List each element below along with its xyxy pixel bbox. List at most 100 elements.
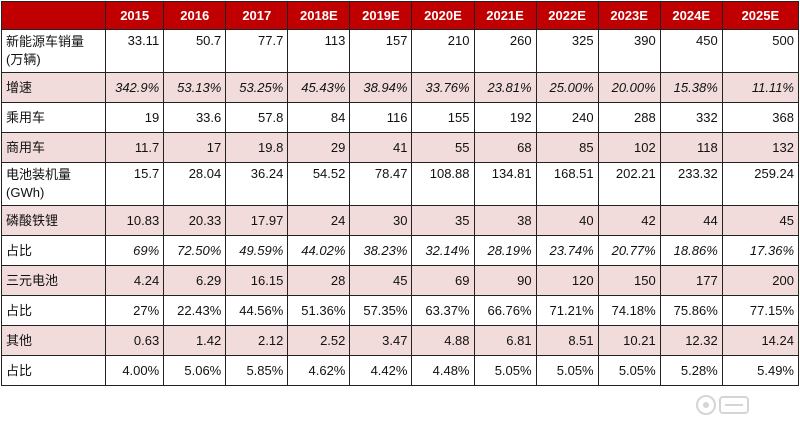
table-cell: 38.23%	[349, 235, 413, 266]
table-cell: 20.00%	[597, 72, 661, 103]
table-cell: 450	[659, 29, 723, 73]
row-label-line: 其他	[6, 332, 33, 348]
row-label-line: 新能源车销量	[6, 34, 85, 49]
row-label: 商用车	[0, 132, 107, 163]
table-cell: 132	[721, 132, 800, 163]
table-cell: 90	[473, 265, 537, 296]
table-cell: 15.7	[105, 162, 165, 206]
table-cell: 4.48%	[411, 355, 475, 386]
table-cell: 6.81	[473, 325, 537, 356]
row-label: 占比	[0, 295, 107, 326]
row-label: 其他	[0, 325, 107, 356]
table-cell: 77.15%	[721, 295, 800, 326]
table-cell: 5.05%	[473, 355, 537, 386]
table-row: 乘用车 19 33.6 57.8 84 116 155 192 240 288 332 368	[0, 102, 800, 133]
header-year: 2022E	[535, 1, 599, 30]
row-label-line: 增速	[6, 79, 33, 95]
table-cell: 0.63	[105, 325, 165, 356]
table-cell: 33.6	[163, 102, 227, 133]
table-cell: 150	[597, 265, 661, 296]
table-cell: 5.49%	[721, 355, 800, 386]
table-cell: 69%	[105, 235, 165, 266]
table-cell: 55	[411, 132, 475, 163]
table-cell: 259.24	[721, 162, 800, 206]
header-year: 2023E	[597, 1, 661, 30]
table-cell: 4.24	[105, 265, 165, 296]
table-cell: 78.47	[349, 162, 413, 206]
row-label-line: 占比	[6, 242, 33, 258]
table-cell: 74.18%	[597, 295, 661, 326]
table-cell: 12.32	[659, 325, 723, 356]
table-cell: 33.76%	[411, 72, 475, 103]
table-cell: 57.35%	[349, 295, 413, 326]
row-label-line: (万辆)	[6, 52, 41, 67]
table-cell: 33.11	[105, 29, 165, 73]
table-cell: 25.00%	[535, 72, 599, 103]
table-cell: 3.47	[349, 325, 413, 356]
table-cell: 11.7	[105, 132, 165, 163]
table-cell: 113	[287, 29, 351, 73]
table-cell: 27%	[105, 295, 165, 326]
table-cell: 240	[535, 102, 599, 133]
table-cell: 14.24	[721, 325, 800, 356]
header-year: 2024E	[659, 1, 723, 30]
row-label-line: 占比	[6, 302, 33, 318]
table-cell: 35	[411, 205, 475, 236]
table-cell: 342.9%	[105, 72, 165, 103]
table-cell: 85	[535, 132, 599, 163]
table-cell: 118	[659, 132, 723, 163]
table-cell: 155	[411, 102, 475, 133]
table-cell: 75.86%	[659, 295, 723, 326]
table-cell: 38	[473, 205, 537, 236]
table-cell: 29	[287, 132, 351, 163]
table-cell: 24	[287, 205, 351, 236]
table-cell: 1.42	[163, 325, 227, 356]
table-cell: 8.51	[535, 325, 599, 356]
header-year: 2017	[225, 1, 289, 30]
table-cell: 168.51	[535, 162, 599, 206]
table-cell: 102	[597, 132, 661, 163]
table-cell: 84	[287, 102, 351, 133]
table-cell: 390	[597, 29, 661, 73]
table-cell: 260	[473, 29, 537, 73]
header-year: 2021E	[473, 1, 537, 30]
table-cell: 71.21%	[535, 295, 599, 326]
table-cell: 5.06%	[163, 355, 227, 386]
table-cell: 134.81	[473, 162, 537, 206]
table-cell: 116	[349, 102, 413, 133]
row-label: 电池装机量 (GWh)	[0, 162, 107, 206]
table-cell: 23.81%	[473, 72, 537, 103]
table-cell: 325	[535, 29, 599, 73]
table-cell: 17.36%	[721, 235, 800, 266]
header-row: 2015 2016 2017 2018E 2019E 2020E 2021E 2…	[0, 1, 800, 30]
table-row: 三元电池 4.24 6.29 16.15 28 45 69 90 120 150 177 200	[0, 265, 800, 296]
table-cell: 68	[473, 132, 537, 163]
table-row: 其他 0.63 1.42 2.12 2.52 3.47 4.88 6.81 8.51 10.21 1…	[0, 325, 800, 356]
table-cell: 30	[349, 205, 413, 236]
table-cell: 63.37%	[411, 295, 475, 326]
row-label-line: 商用车	[6, 139, 46, 155]
table-cell: 11.11%	[721, 72, 800, 103]
header-year: 2025E	[721, 1, 800, 30]
table-cell: 5.85%	[225, 355, 289, 386]
table-cell: 5.28%	[659, 355, 723, 386]
table-row: 占比 27% 22.43% 44.56% 51.36% 57.35% 63.37% 66.76…	[0, 295, 800, 326]
table-cell: 41	[349, 132, 413, 163]
table-cell: 4.00%	[105, 355, 165, 386]
table-cell: 40	[535, 205, 599, 236]
row-label: 三元电池	[0, 265, 107, 296]
table-cell: 177	[659, 265, 723, 296]
row-label-line: 三元电池	[6, 272, 59, 288]
table-cell: 120	[535, 265, 599, 296]
table-cell: 4.42%	[349, 355, 413, 386]
table-cell: 17	[163, 132, 227, 163]
table-cell: 10.21	[597, 325, 661, 356]
table-cell: 202.21	[597, 162, 661, 206]
table-cell: 50.7	[163, 29, 227, 73]
table-cell: 22.43%	[163, 295, 227, 326]
table-cell: 72.50%	[163, 235, 227, 266]
row-label-line: 乘用车	[6, 109, 46, 125]
table-cell: 19.8	[225, 132, 289, 163]
table-row: 占比 4.00% 5.06% 5.85% 4.62% 4.42% 4.48% 5.05% 5.0…	[0, 355, 800, 386]
